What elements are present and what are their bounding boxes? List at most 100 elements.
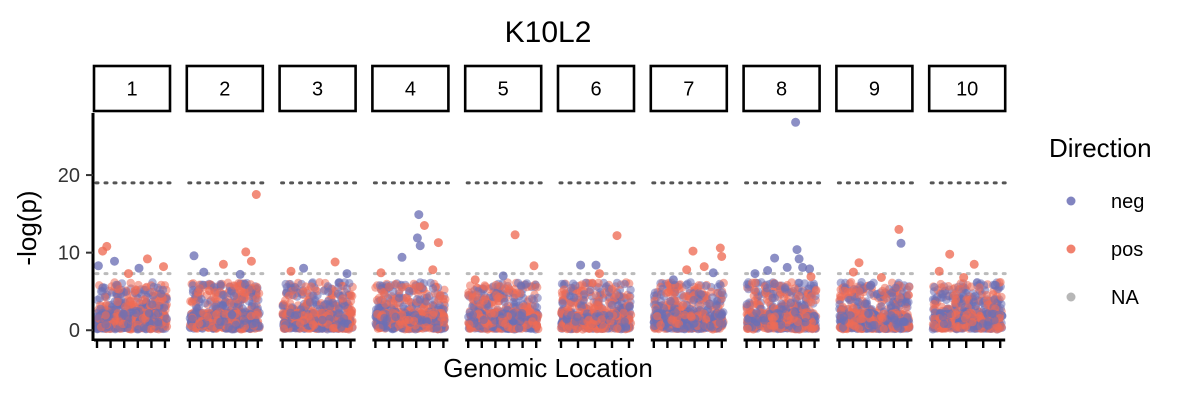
highlight-point <box>286 266 296 276</box>
data-point <box>194 288 203 297</box>
facet-panels: 1 2 3 4 5 6 7 8 9 10 <box>92 64 1007 348</box>
data-point <box>503 323 513 332</box>
data-point <box>306 282 316 291</box>
data-point <box>498 309 507 319</box>
facet-points <box>742 117 821 334</box>
data-point <box>464 312 473 322</box>
data-point <box>391 312 400 322</box>
data-point <box>752 308 761 317</box>
data-point <box>153 283 162 292</box>
data-point <box>794 291 803 301</box>
highlight-point <box>792 245 802 255</box>
data-point <box>290 283 300 292</box>
facet-points <box>371 210 450 334</box>
data-point <box>218 301 227 310</box>
data-point <box>476 300 485 309</box>
highlight-point <box>342 269 352 279</box>
highlight-point <box>591 260 601 270</box>
data-point <box>683 279 692 288</box>
data-point <box>569 293 579 302</box>
highlight-point <box>397 252 407 262</box>
data-point <box>101 320 110 329</box>
data-point <box>481 282 490 291</box>
data-point <box>656 320 665 330</box>
data-point <box>212 310 221 319</box>
highlight-point <box>612 231 622 241</box>
data-point <box>241 280 250 289</box>
facet-strip-label: 4 <box>405 79 416 101</box>
data-point <box>187 298 197 307</box>
data-point <box>156 296 165 305</box>
data-point <box>607 300 617 310</box>
data-point <box>557 287 567 297</box>
data-point <box>768 293 777 303</box>
data-point <box>748 278 757 287</box>
data-point <box>132 285 141 295</box>
highlight-point <box>412 233 422 243</box>
highlight-point <box>470 275 480 285</box>
data-point <box>385 282 394 292</box>
data-point <box>855 287 864 296</box>
highlight-point <box>770 253 780 263</box>
data-point <box>516 317 525 326</box>
data-point <box>386 298 396 307</box>
highlight-point <box>299 263 309 273</box>
data-point <box>101 311 110 320</box>
data-point <box>571 281 580 290</box>
facet-panel-5: 5 <box>463 64 543 348</box>
data-point <box>781 285 790 294</box>
data-point <box>324 287 333 296</box>
data-point <box>227 310 236 319</box>
facet-points <box>185 190 264 334</box>
facet-panel-1: 1 <box>92 64 172 348</box>
data-point <box>146 325 155 334</box>
y-axis-label: -log(p) <box>12 190 42 265</box>
data-point <box>229 281 238 290</box>
data-point <box>687 313 696 322</box>
data-point <box>337 323 346 332</box>
data-point <box>422 323 431 332</box>
data-point <box>123 302 133 311</box>
facet-strip-label: 8 <box>776 79 787 101</box>
data-point <box>626 310 636 319</box>
data-point <box>511 290 520 299</box>
data-point <box>144 309 154 318</box>
facet-strip-label: 9 <box>869 79 880 101</box>
data-point <box>380 290 389 299</box>
highlight-point <box>218 259 228 269</box>
facet-panel-3: 3 <box>278 64 358 348</box>
data-point <box>653 312 662 321</box>
facet-strip-label: 2 <box>219 79 230 101</box>
highlight-point <box>595 269 604 279</box>
data-point <box>334 309 343 318</box>
data-point <box>605 311 614 320</box>
highlight-point <box>419 221 429 230</box>
highlight-point <box>376 268 386 278</box>
data-point <box>113 297 122 307</box>
highlight-point <box>251 190 261 199</box>
highlight-point <box>699 262 709 272</box>
facet-strip <box>92 64 172 113</box>
data-point <box>399 302 408 311</box>
highlight-point <box>433 238 443 248</box>
data-point <box>219 291 228 300</box>
data-point <box>279 324 289 333</box>
data-point <box>679 324 688 333</box>
facet-panel-8: 8 <box>742 64 822 348</box>
data-point <box>148 300 157 309</box>
data-point <box>139 323 148 332</box>
data-point <box>119 309 129 319</box>
data-point <box>428 284 438 293</box>
highlight-point <box>189 251 199 261</box>
data-point <box>138 296 147 305</box>
data-point <box>304 312 313 321</box>
data-point <box>790 284 799 293</box>
data-point <box>254 289 264 298</box>
highlight-point <box>102 241 112 251</box>
data-point <box>440 313 449 322</box>
facet-points <box>92 241 172 334</box>
data-point <box>905 282 914 292</box>
highlight-point <box>688 246 698 256</box>
facet-strip-label: 6 <box>590 79 601 101</box>
